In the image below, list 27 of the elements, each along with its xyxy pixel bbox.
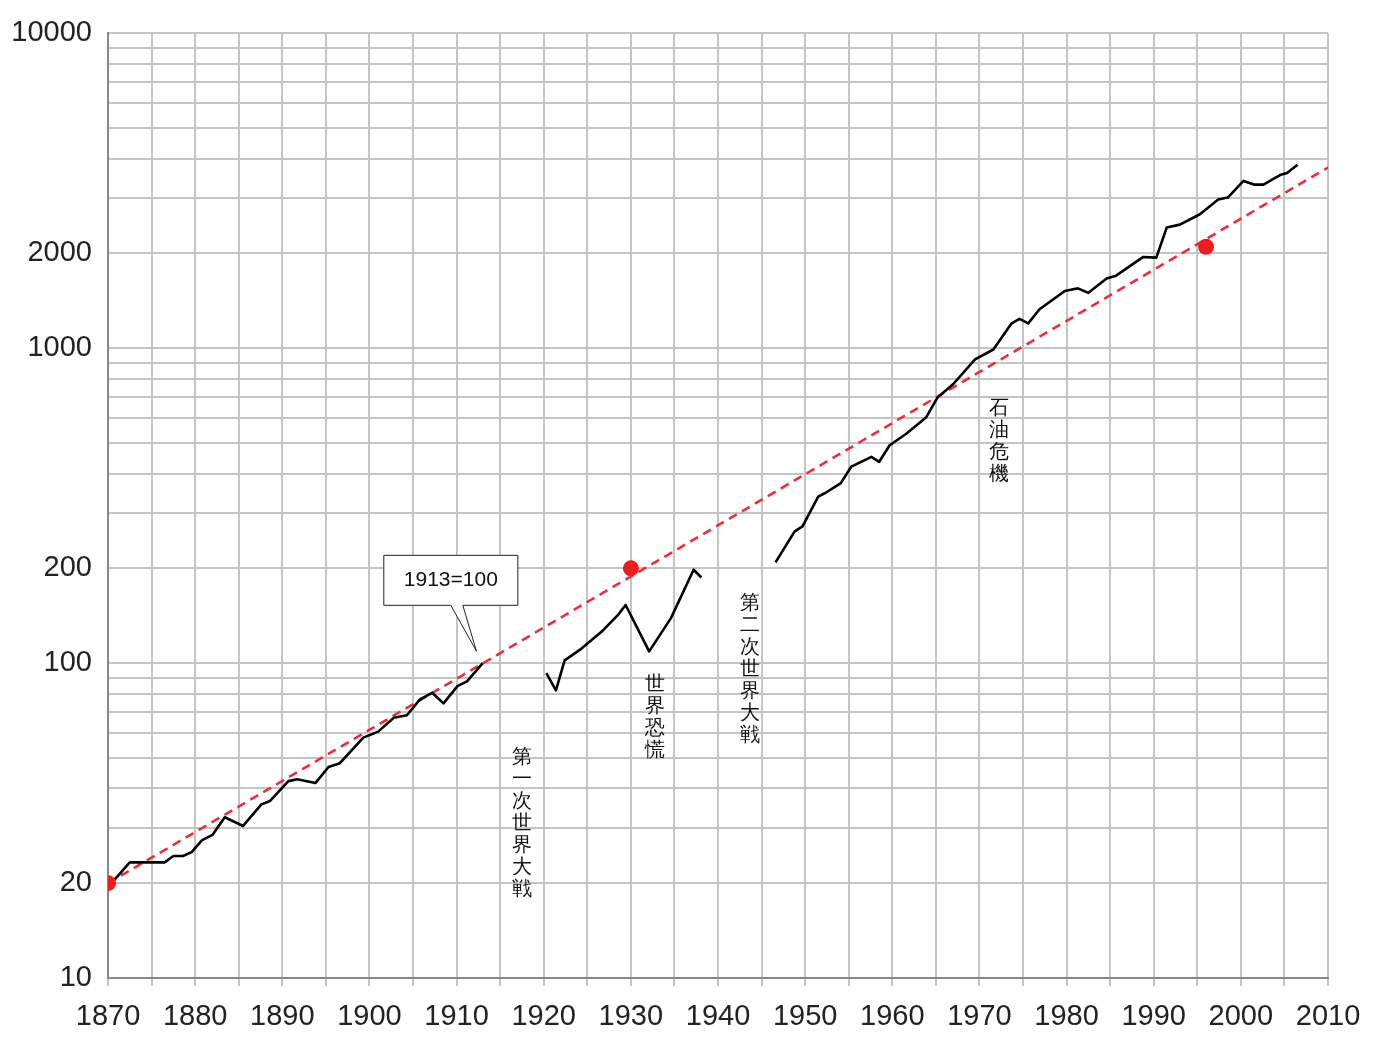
x-tick-label: 1890	[250, 999, 315, 1032]
y-tick-label: 10000	[11, 15, 92, 48]
annotation: 第一次世界大戦	[511, 745, 532, 900]
y-tick-label: 20	[59, 865, 92, 898]
x-tick-label: 2010	[1295, 999, 1361, 1032]
x-tick-label: 1950	[772, 999, 838, 1032]
annotation: 1913=100	[403, 567, 498, 591]
y-tick-label: 1000	[27, 330, 92, 363]
x-tick-label: 1980	[1034, 999, 1099, 1032]
annotation: 第二次世界大戦	[739, 591, 760, 746]
x-tick-label: 1870	[75, 999, 141, 1032]
y-tick-label: 2000	[27, 235, 92, 268]
annotation: 世界恐慌	[643, 672, 665, 761]
y-tick-label: 100	[43, 645, 92, 678]
x-tick-label: 1960	[860, 999, 925, 1032]
annotation: 石油危機	[988, 395, 1009, 484]
x-tick-label: 1930	[598, 999, 664, 1032]
y-tick-label: 200	[43, 550, 92, 583]
x-tick-label: 1920	[511, 999, 576, 1032]
x-tick-label: 1970	[947, 999, 1012, 1032]
x-tick-label: 1900	[337, 999, 402, 1032]
x-tick-label: 1880	[162, 999, 228, 1032]
y-tick-label: 10	[59, 960, 92, 992]
x-tick-label: 1990	[1121, 999, 1186, 1032]
x-tick-label: 1910	[424, 999, 489, 1032]
x-tick-label: 1940	[685, 999, 751, 1032]
x-tick-label: 2000	[1208, 999, 1274, 1032]
